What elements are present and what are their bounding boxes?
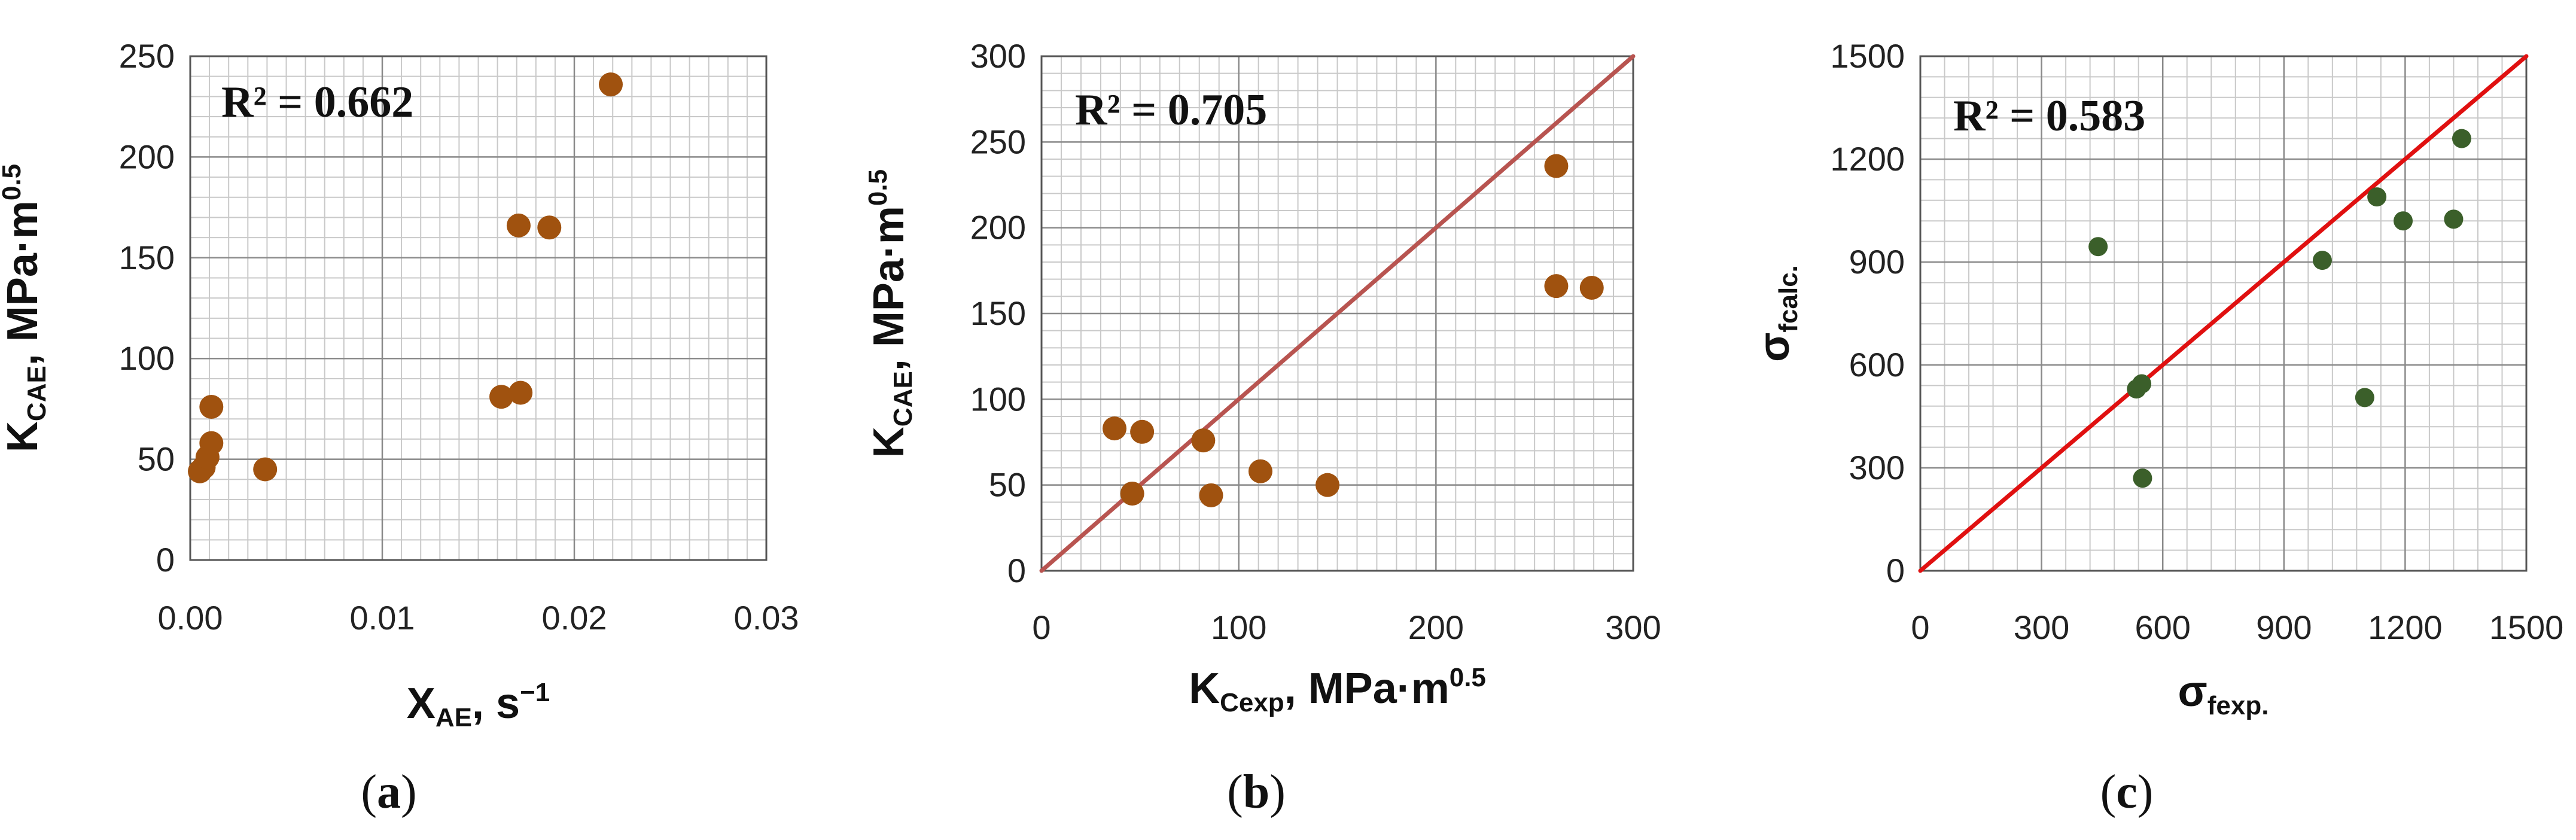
y-tick-label: 1200 xyxy=(1830,140,1905,178)
x-axis-title: σfexp. xyxy=(2178,668,2269,720)
x-axis-title: KCexp, MPa·m0.5 xyxy=(1189,663,1486,717)
data-point xyxy=(508,381,533,405)
data-point xyxy=(598,72,623,97)
scatter-points xyxy=(2088,129,2471,488)
data-point xyxy=(253,457,278,482)
data-point xyxy=(489,385,514,409)
data-point xyxy=(2444,209,2464,229)
scatter-points xyxy=(1102,154,1604,507)
y-tick-label: 1500 xyxy=(1830,37,1905,75)
plot-frame xyxy=(1919,55,2528,572)
y-axis-title: KCAE, MPa·m0.5 xyxy=(0,164,51,452)
y-tick-label: 300 xyxy=(970,37,1026,75)
y-tick-label: 100 xyxy=(970,380,1026,418)
r-squared-prefix: R² = xyxy=(221,78,314,127)
r-squared-prefix: R² = xyxy=(1953,92,2046,141)
y-tick-label: 200 xyxy=(970,209,1026,246)
data-point xyxy=(1544,274,1569,299)
x-tick-label: 300 xyxy=(1605,608,1661,646)
x-tick-label: 0.02 xyxy=(542,599,607,637)
panel-label: (a) xyxy=(361,766,416,818)
scatter-points xyxy=(188,72,623,483)
data-point xyxy=(2132,374,2152,394)
r-squared-label: R² = 0.705 xyxy=(1075,86,1267,135)
data-point xyxy=(2088,237,2108,257)
x-tick-label: 1200 xyxy=(2368,608,2443,646)
x-axis-title: XAE, s−1 xyxy=(407,678,550,732)
y-tick-label: 0 xyxy=(1007,552,1026,589)
y-axis-title: KCAE, MPa·m0.5 xyxy=(863,169,918,458)
panel-letter: c xyxy=(2116,766,2137,818)
data-point xyxy=(199,395,224,419)
y-tick-label: 250 xyxy=(970,123,1026,160)
panel-c: 0 300 600 900 1200 1500 0 300 600 900 1200 1500 R² =… xyxy=(1750,37,2563,818)
reference-line xyxy=(1918,54,2529,573)
data-point xyxy=(2312,251,2332,270)
x-tick-label: 300 xyxy=(2014,608,2069,646)
data-point xyxy=(1544,154,1569,178)
data-point xyxy=(2394,211,2413,231)
data-point xyxy=(199,431,224,455)
x-tick-label: 200 xyxy=(1408,608,1464,646)
x-tick-label: 100 xyxy=(1211,608,1266,646)
r-squared-label: R² = 0.583 xyxy=(1953,92,2145,141)
plot-frame xyxy=(1040,55,1634,572)
y-tick-label: 50 xyxy=(989,466,1026,504)
data-point xyxy=(1199,483,1223,507)
y-tick-label: 0 xyxy=(156,541,175,579)
r-squared-value: 0.583 xyxy=(2046,92,2146,141)
data-point xyxy=(1130,419,1155,444)
r-squared-value: 0.662 xyxy=(314,78,414,127)
panel-a: 0.00 0.01 0.02 0.03 0 50 100 150 200 250 R² = 0.66… xyxy=(0,37,799,818)
y-axis-title: σfcalc. xyxy=(1750,265,1803,362)
data-point xyxy=(1120,482,1144,506)
x-tick-label: 0 xyxy=(1032,608,1051,646)
y-tick-label: 300 xyxy=(1849,449,1905,486)
x-tick-label: 0.00 xyxy=(158,599,223,637)
data-point xyxy=(1316,473,1340,497)
data-point xyxy=(2452,129,2471,148)
y-tick-label: 900 xyxy=(1849,243,1905,281)
r-squared-label: R² = 0.662 xyxy=(221,78,413,127)
y-tick-label: 150 xyxy=(119,239,175,276)
data-point xyxy=(537,215,562,240)
y-tick-label: 600 xyxy=(1849,346,1905,384)
data-point xyxy=(1191,428,1216,453)
y-tick-label: 150 xyxy=(970,294,1026,332)
r-squared-value: 0.705 xyxy=(1168,86,1268,135)
panel-letter: a xyxy=(377,766,401,818)
x-tick-label: 900 xyxy=(2256,608,2312,646)
y-tick-label: 0 xyxy=(1886,552,1905,589)
data-point xyxy=(2355,388,2374,407)
plot-frame xyxy=(189,55,768,561)
x-tick-label: 600 xyxy=(2135,608,2190,646)
panel-label: (c) xyxy=(2100,766,2154,818)
data-point xyxy=(2133,468,2152,488)
x-tick-label: 1500 xyxy=(2489,608,2564,646)
y-tick-label: 50 xyxy=(138,440,175,478)
y-tick-label: 100 xyxy=(119,339,175,377)
data-point xyxy=(506,213,531,238)
r-squared-prefix: R² = xyxy=(1075,86,1168,135)
data-point xyxy=(1579,276,1604,300)
data-point xyxy=(1102,416,1126,441)
x-tick-label: 0.03 xyxy=(734,599,799,637)
y-tick-label: 250 xyxy=(119,37,175,75)
data-point xyxy=(2367,187,2387,207)
panel-letter: b xyxy=(1243,766,1270,818)
x-tick-label: 0 xyxy=(1911,608,1929,646)
panel-label: (b) xyxy=(1227,766,1286,818)
y-tick-label: 200 xyxy=(119,138,175,175)
x-tick-label: 0.01 xyxy=(350,599,415,637)
data-point xyxy=(1248,459,1272,483)
panel-b: 0 100 200 300 0 50 100 150 200 250 300 R² = 0.705 KC… xyxy=(863,37,1661,818)
